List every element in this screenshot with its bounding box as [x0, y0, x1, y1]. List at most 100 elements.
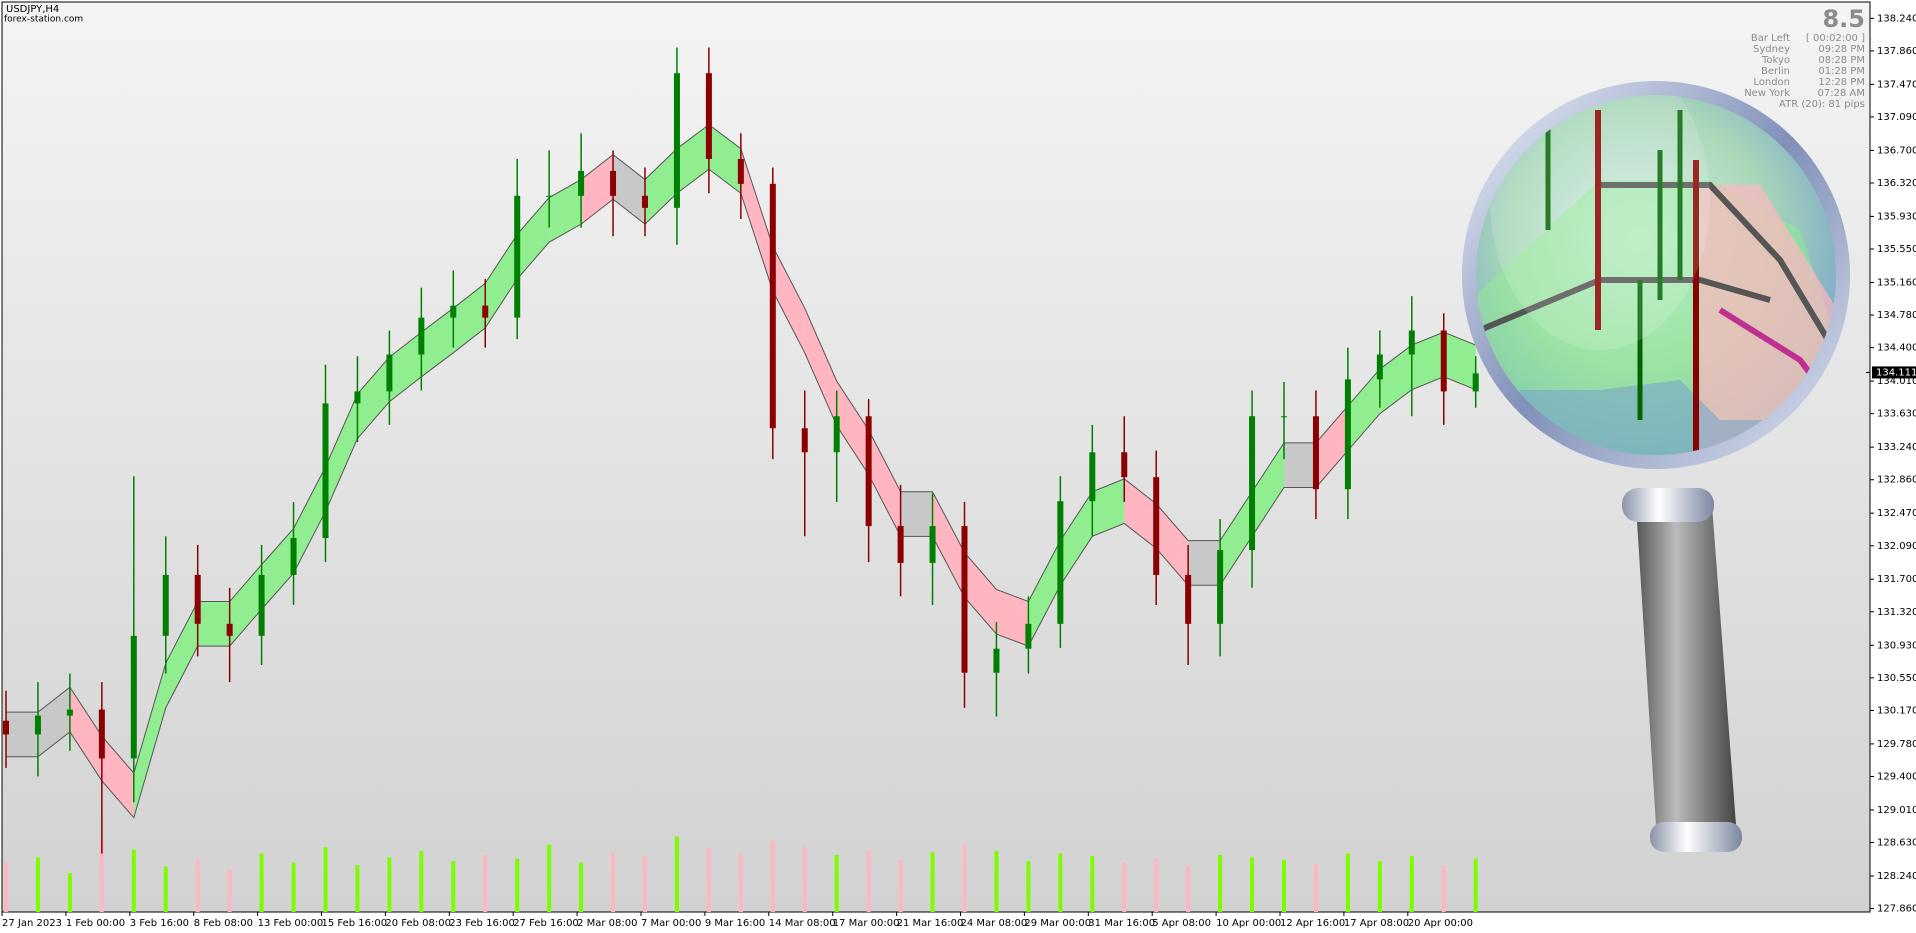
y-tick-label: 135.930 — [1877, 211, 1916, 222]
volume-bar — [4, 862, 8, 912]
band-segment — [740, 148, 773, 292]
volume-bar — [291, 862, 296, 912]
x-tick-label: 24 Mar 08:00 — [961, 918, 1028, 929]
volume-bar — [1250, 857, 1255, 912]
candle-body — [194, 574, 201, 624]
candle-body — [642, 195, 648, 208]
x-tick-label: 17 Mar 00:00 — [833, 918, 900, 929]
y-tick-label: 129.400 — [1877, 771, 1916, 782]
x-tick-label: 14 Mar 08:00 — [769, 918, 836, 929]
band-segment — [165, 601, 198, 708]
y-tick-label: 134.400 — [1877, 343, 1916, 354]
symbol-label: USDJPY,H4 — [6, 4, 59, 15]
y-tick-label: 133.630 — [1877, 409, 1916, 420]
candle-body — [226, 623, 233, 636]
candle-body — [1153, 477, 1160, 575]
band-segment — [996, 589, 1029, 647]
candle-body — [1121, 452, 1128, 478]
volume-bar — [515, 858, 520, 912]
volume-bar — [99, 840, 104, 912]
candle-body — [3, 720, 9, 735]
volume-bar — [227, 869, 232, 912]
band-segment — [613, 154, 645, 225]
y-tick-label: 128.240 — [1877, 871, 1916, 882]
band-segment — [229, 564, 262, 647]
x-tick-label: 27 Jan 2023 — [2, 918, 62, 929]
band-segment — [676, 124, 709, 194]
band-segment — [453, 283, 486, 353]
candle-body — [769, 183, 776, 429]
x-tick-label: 13 Feb 00:00 — [258, 918, 324, 929]
x-tick-label: 3 Feb 16:00 — [130, 918, 189, 929]
x-tick-label: 31 Mar 16:00 — [1088, 918, 1155, 929]
candle-body — [482, 305, 489, 318]
y-tick-label: 132.470 — [1877, 508, 1916, 519]
volume-bar — [259, 853, 264, 912]
x-tick-label: 29 Mar 00:00 — [1024, 918, 1091, 929]
candle-body — [610, 170, 617, 196]
y-tick-label: 129.780 — [1877, 739, 1916, 750]
volume-bar — [1409, 856, 1414, 912]
info-atr: ATR (20): 81 pips — [1779, 99, 1865, 110]
band-segment — [69, 687, 102, 781]
y-tick-label: 131.700 — [1877, 574, 1916, 585]
candle-body — [1089, 452, 1096, 502]
candle-body — [833, 416, 840, 453]
chart-layer — [1, 17, 1874, 916]
band-segment — [868, 429, 901, 537]
current-price-label: 134.111 — [1876, 367, 1916, 378]
band-segment — [549, 179, 582, 243]
info-label: Berlin — [1761, 66, 1790, 77]
y-tick-label: 128.630 — [1877, 838, 1916, 849]
candle-body — [673, 73, 680, 208]
magnified-view — [1476, 95, 1836, 455]
candle-body — [98, 709, 105, 759]
volume-bar — [674, 836, 679, 912]
y-tick-label: 137.470 — [1877, 79, 1916, 90]
y-tick-label: 137.860 — [1877, 46, 1916, 57]
volume-bar — [1026, 861, 1031, 912]
band-segment — [1284, 442, 1316, 488]
x-tick-label: 15 Feb 16:00 — [322, 918, 388, 929]
band-segment — [836, 381, 869, 475]
x-tick-label: 7 Mar 00:00 — [641, 918, 701, 929]
volume-bar — [1058, 853, 1063, 912]
candle-body — [801, 428, 808, 453]
band-segment — [357, 357, 390, 439]
candle-body — [1440, 330, 1447, 392]
volume-bar — [1377, 861, 1382, 912]
band-segment — [1156, 503, 1189, 586]
candle-body — [34, 715, 41, 735]
band-segment — [6, 712, 38, 757]
volume-bar — [898, 860, 903, 912]
y-tick-label: 132.860 — [1877, 475, 1916, 486]
candle-body — [1025, 623, 1032, 649]
band-segment — [133, 663, 166, 818]
y-tick-label: 136.320 — [1877, 178, 1916, 189]
band-segment — [1379, 345, 1412, 414]
band-segment — [1443, 332, 1476, 390]
y-tick-label: 131.320 — [1877, 607, 1916, 618]
volume-bar — [195, 860, 200, 912]
magnifier — [1462, 81, 1850, 852]
volume-bar — [706, 848, 711, 912]
x-tick-label: 2 Mar 08:00 — [577, 918, 637, 929]
candle-body — [1217, 550, 1224, 624]
magnifier-collar — [1622, 488, 1714, 522]
volume-bar — [451, 861, 456, 912]
candle-body — [1472, 373, 1479, 392]
info-value: 09:28 PM — [1818, 44, 1865, 55]
source-label: forex-station.com — [4, 15, 83, 25]
band-segment — [37, 687, 70, 757]
volume-bar — [1122, 862, 1127, 912]
candle-body — [929, 526, 936, 563]
x-tick-label: 1 Feb 00:00 — [66, 918, 125, 929]
info-value: [ 00:02:00 ] — [1806, 33, 1865, 44]
candle-body — [130, 635, 137, 759]
x-tick-label: 8 Feb 08:00 — [194, 918, 253, 929]
candle-body — [1057, 501, 1064, 624]
band-segment — [1220, 491, 1253, 586]
candle-body — [1376, 354, 1383, 380]
volume-bar — [962, 844, 967, 912]
